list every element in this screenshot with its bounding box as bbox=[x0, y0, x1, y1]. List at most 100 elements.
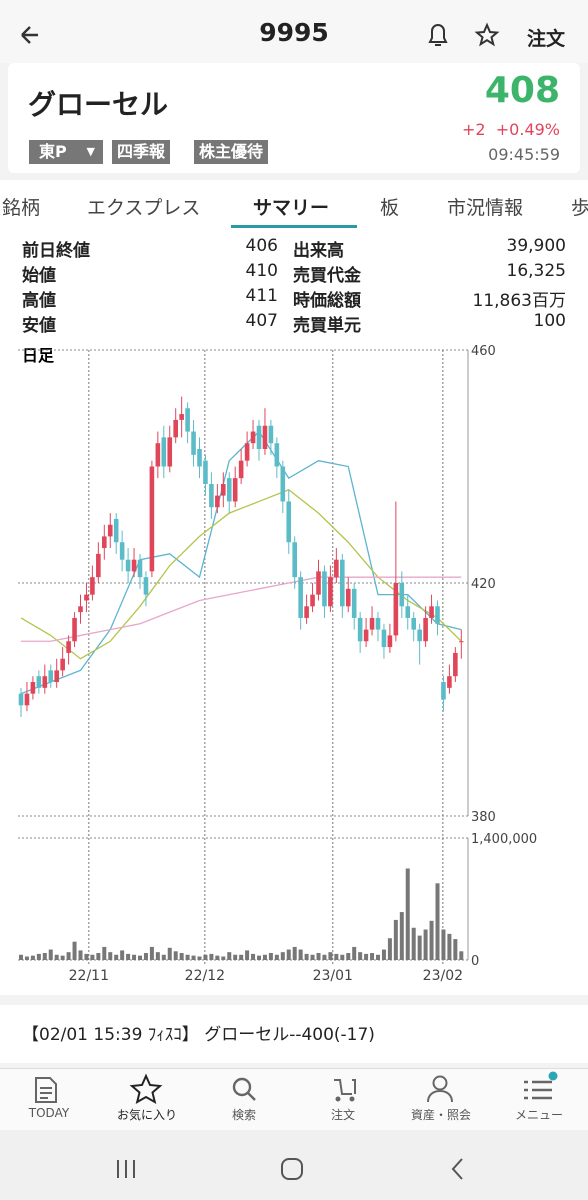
candle-body bbox=[42, 676, 48, 688]
yutai-tag[interactable]: 株主優待 bbox=[194, 140, 269, 164]
candle-body bbox=[179, 414, 184, 420]
top-icons bbox=[21, 22, 500, 47]
dropdown-icon: ▼ bbox=[86, 145, 95, 158]
candle-body bbox=[411, 617, 416, 630]
candle-body bbox=[292, 542, 297, 578]
tab[interactable]: 銘柄 bbox=[2, 197, 41, 219]
volume-bar bbox=[292, 946, 297, 960]
candle-body bbox=[107, 524, 113, 537]
volume-bar bbox=[405, 868, 410, 960]
candle-body bbox=[387, 635, 393, 648]
volume-bar bbox=[143, 953, 148, 960]
stat-label: 安値 bbox=[22, 316, 56, 336]
x-tick-label: 23/01 bbox=[313, 968, 353, 984]
candle-body bbox=[113, 518, 119, 543]
volume-bar bbox=[221, 956, 226, 960]
back-icon[interactable] bbox=[21, 26, 38, 44]
change-pct: +0.49% bbox=[495, 120, 560, 139]
volume-bar bbox=[328, 952, 333, 960]
candle-body bbox=[316, 571, 321, 595]
nav-item[interactable]: 資産・照会 bbox=[410, 1108, 471, 1122]
volume-bar bbox=[54, 954, 59, 960]
volume-bar bbox=[387, 938, 392, 960]
candle-body bbox=[72, 617, 77, 642]
candle-body bbox=[221, 483, 226, 496]
tab[interactable]: 板 bbox=[380, 197, 400, 219]
x-tick-label: 22/11 bbox=[69, 968, 109, 984]
volume-bar bbox=[72, 941, 77, 960]
candle-body bbox=[304, 606, 309, 618]
candle-body bbox=[119, 542, 125, 560]
star-icon[interactable] bbox=[474, 22, 500, 47]
market-tag[interactable]: 東P ▼ bbox=[29, 140, 103, 164]
volume-bar bbox=[167, 947, 172, 960]
tab[interactable]: 市況情報 bbox=[447, 197, 524, 219]
volume-bar bbox=[138, 955, 142, 960]
change: +2 bbox=[462, 120, 486, 139]
candle-body bbox=[375, 617, 381, 630]
volume-bar bbox=[429, 920, 434, 960]
nav-item[interactable]: お気に入り bbox=[116, 1108, 177, 1122]
candle-body bbox=[209, 483, 214, 508]
candle-body bbox=[143, 577, 149, 595]
volume-bar bbox=[42, 953, 47, 960]
volume-bar bbox=[352, 946, 357, 960]
candle-body bbox=[423, 617, 428, 642]
candle-body bbox=[453, 652, 458, 677]
order-button[interactable]: 注文 bbox=[527, 28, 566, 50]
candle-body bbox=[48, 670, 54, 683]
nav-item[interactable]: 検索 bbox=[231, 1108, 256, 1122]
candle-body bbox=[405, 606, 411, 618]
candle-body bbox=[250, 431, 256, 444]
candle-body bbox=[334, 559, 339, 578]
volume-bar bbox=[280, 952, 285, 960]
stat-label: 始値 bbox=[22, 266, 56, 286]
volume-bar bbox=[411, 927, 416, 960]
stat-label: 前日終値 bbox=[22, 241, 90, 261]
volume-bar bbox=[78, 950, 83, 960]
candle-body bbox=[203, 460, 208, 484]
volume-bar bbox=[364, 953, 369, 960]
nav-item[interactable]: TODAY bbox=[28, 1106, 70, 1120]
candle-body bbox=[60, 658, 65, 671]
candle-body bbox=[328, 577, 333, 607]
volume-bar bbox=[19, 954, 23, 960]
bell-icon[interactable] bbox=[428, 24, 448, 46]
candle-body bbox=[238, 460, 244, 479]
volume-bar bbox=[149, 946, 154, 960]
home-button[interactable] bbox=[281, 1158, 303, 1180]
candle-body bbox=[298, 577, 303, 618]
volume-bar bbox=[90, 954, 95, 960]
candle-body bbox=[66, 641, 71, 653]
shikiho-tag[interactable]: 四季報 bbox=[112, 140, 171, 164]
back-button[interactable] bbox=[451, 1158, 463, 1180]
tab-active[interactable]: サマリー bbox=[253, 197, 330, 219]
recent-button[interactable] bbox=[117, 1160, 135, 1178]
volume-bar bbox=[227, 952, 232, 960]
volume-bar bbox=[417, 935, 422, 960]
volume-bar bbox=[441, 929, 446, 960]
nav-item[interactable]: メニュー bbox=[514, 1108, 563, 1122]
candle-body bbox=[167, 437, 173, 467]
y-tick-label: 420 bbox=[471, 577, 496, 592]
candle-body bbox=[399, 583, 405, 607]
volume-bar bbox=[179, 953, 184, 960]
tab[interactable]: エクスプレス bbox=[87, 197, 201, 219]
symbol: 9995 bbox=[259, 18, 329, 47]
volume-bar bbox=[102, 946, 107, 960]
candle-body bbox=[191, 431, 196, 455]
price: 408 bbox=[484, 70, 560, 111]
tab[interactable]: 歩 bbox=[571, 197, 588, 219]
volume-bar bbox=[233, 954, 238, 960]
volume-bar bbox=[298, 949, 303, 960]
volume-bar bbox=[334, 953, 339, 960]
volume-bar bbox=[239, 954, 244, 960]
news[interactable]: 【02/01 15:39 ﾌｨｽｺ】 グローセル--400(-17) bbox=[22, 1025, 375, 1045]
volume-bar bbox=[126, 953, 131, 960]
x-tick-label: 22/12 bbox=[185, 968, 225, 984]
nav-item[interactable]: 注文 bbox=[330, 1108, 355, 1122]
volume-bar bbox=[155, 952, 160, 960]
volume-bar bbox=[66, 952, 71, 960]
candle-body bbox=[393, 583, 399, 636]
candle-body bbox=[232, 478, 238, 502]
